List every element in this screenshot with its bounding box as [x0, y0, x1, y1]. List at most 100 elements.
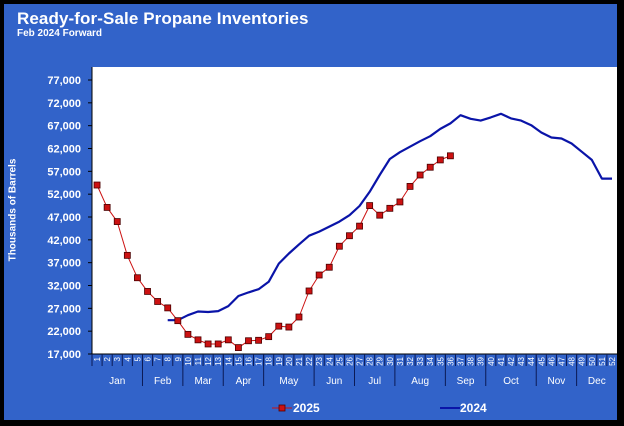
y-tick-label: 37,000 [47, 258, 81, 270]
week-tick-label: 52 [608, 356, 617, 365]
week-tick-label: 37 [457, 356, 466, 365]
week-tick-label: 4 [123, 356, 132, 361]
week-tick-label: 32 [406, 356, 415, 365]
series-2025-point [376, 211, 384, 219]
series-2025-point [436, 156, 444, 164]
week-tick-label: 7 [154, 356, 163, 361]
series-2025-point [154, 298, 162, 305]
series-2025-point [224, 336, 232, 344]
week-tick-label: 15 [234, 356, 243, 365]
week-tick-label: 39 [477, 356, 486, 365]
week-tick-label: 42 [507, 356, 516, 365]
series-2025-point [386, 204, 394, 212]
month-label: Jun [326, 376, 342, 387]
week-tick-label: 33 [416, 356, 425, 365]
series-2025-point [103, 204, 111, 211]
chart-title: Ready-for-Sale Propane Inventories [17, 9, 309, 28]
series-2025-point [194, 336, 202, 344]
series-2025-point [356, 222, 363, 230]
week-tick-label: 14 [224, 356, 233, 365]
week-tick-label: 45 [537, 356, 546, 365]
week-tick-label: 8 [164, 356, 173, 361]
series-2025-point [426, 163, 434, 171]
week-tick-label: 43 [517, 356, 526, 365]
month-label: Sep [457, 376, 475, 387]
y-tick-label: 32,000 [47, 281, 81, 293]
series-2025-point [174, 317, 182, 325]
month-label: May [279, 376, 298, 387]
month-label: Apr [236, 376, 252, 387]
week-tick-label: 10 [184, 356, 193, 365]
week-tick-label: 28 [366, 356, 375, 365]
legend-2024-label: 2024 [460, 401, 487, 415]
week-tick-label: 30 [386, 356, 395, 365]
month-label: Dec [588, 376, 606, 387]
series-2025-point [295, 313, 303, 321]
week-tick-label: 46 [547, 356, 556, 365]
series-2025-point [366, 202, 374, 209]
week-tick-label: 1 [93, 356, 102, 361]
series-2025-point [325, 263, 333, 271]
series-2024-line [167, 112, 612, 322]
week-tick-label: 24 [325, 356, 334, 365]
week-tick-label: 51 [598, 356, 607, 365]
series-2025-point [134, 274, 141, 282]
week-tick-label: 21 [295, 356, 304, 365]
series-2025-point [447, 152, 454, 160]
series-2025-point [275, 322, 283, 330]
series-2025-point [245, 337, 252, 345]
y-tick-label: 67,000 [47, 121, 81, 133]
y-tick-label: 42,000 [47, 235, 81, 247]
y-tick-label: 77,000 [47, 75, 81, 87]
month-label: Jul [368, 376, 381, 387]
series-2025-point [346, 232, 353, 240]
y-tick-label: 17,000 [47, 349, 81, 361]
week-tick-label: 23 [315, 356, 324, 365]
week-tick-label: 20 [285, 356, 294, 365]
series-2025-point [204, 340, 212, 348]
week-tick-label: 27 [356, 356, 365, 365]
x-axis: 1 2 3 4 5 6 7 8 9 10 11 12 13 14 15 16 17 18 19 20 21 22 23 24 2… [91, 353, 617, 387]
series-2025-point [164, 304, 172, 312]
week-tick-label: 6 [144, 356, 153, 361]
week-tick-label: 3 [113, 356, 122, 361]
week-tick-label: 25 [335, 356, 344, 365]
week-tick-label: 31 [396, 356, 405, 365]
week-tick-label: 11 [194, 356, 203, 365]
series-2025-point [285, 323, 293, 331]
week-tick-label: 29 [376, 356, 385, 365]
y-tick-label: 72,000 [47, 98, 81, 110]
month-label: Mar [194, 376, 212, 387]
y-tick-label: 62,000 [47, 144, 81, 156]
legend-2025-marker [278, 404, 286, 412]
series-2025-point [335, 242, 343, 250]
series-2025-point [255, 336, 262, 344]
month-label: Aug [411, 376, 429, 387]
week-tick-label: 47 [557, 356, 566, 365]
week-tick-label: 17 [255, 356, 264, 365]
series-2025-point [315, 271, 323, 279]
y-tick-label: 27,000 [47, 303, 81, 315]
y-tick-label: 52,000 [47, 189, 81, 201]
legend: 2025 2024 [272, 401, 487, 415]
series-2025-point [123, 251, 131, 259]
week-tick-label: 13 [214, 356, 223, 365]
week-tick-label: 50 [588, 356, 597, 365]
series-2025-point [416, 171, 424, 179]
week-tick-label: 12 [204, 356, 213, 365]
week-tick-label: 41 [497, 356, 506, 365]
week-tick-label: 34 [426, 356, 435, 365]
y-axis: 17,000 22,000 27,000 32,000 37,000 42,000 47,0… [47, 67, 93, 361]
series-2025-point [396, 198, 404, 206]
month-label: Feb [154, 376, 172, 387]
month-label: Oct [503, 376, 519, 387]
series-2025-point [93, 181, 101, 189]
y-tick-label: 57,000 [47, 166, 81, 178]
series-2025-point [234, 344, 242, 352]
week-tick-label: 44 [527, 356, 536, 365]
month-label: Jan [109, 376, 125, 387]
week-tick-label: 5 [133, 356, 142, 361]
week-tick-label: 48 [568, 356, 577, 365]
week-tick-label: 22 [305, 356, 314, 365]
